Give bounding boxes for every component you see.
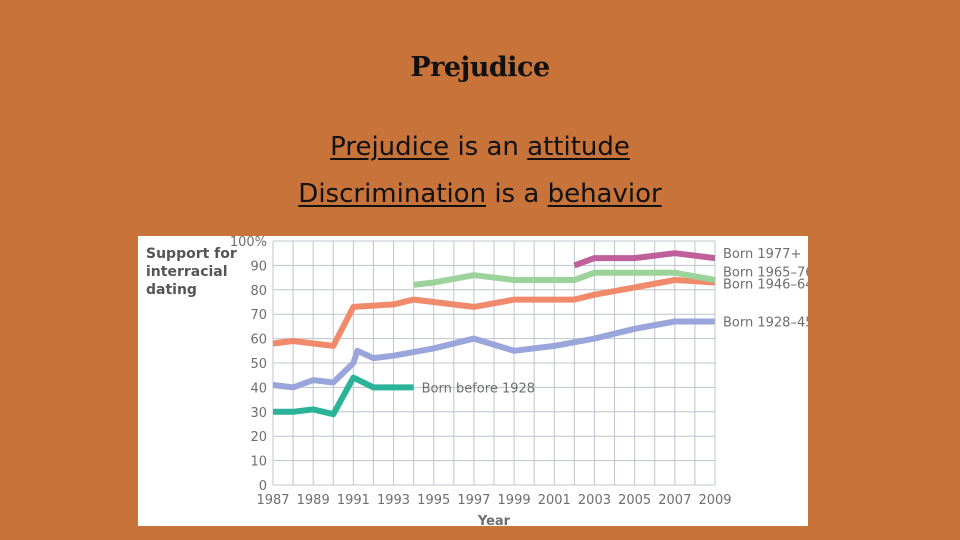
term-prejudice: Prejudice bbox=[330, 132, 450, 162]
legend-label: Born 1965–76 bbox=[723, 266, 808, 281]
y-tick-label: 60 bbox=[250, 333, 267, 348]
value-attitude: attitude bbox=[527, 132, 630, 162]
legend-label: Born 1977+ bbox=[723, 247, 801, 262]
y-tick-label: 10 bbox=[250, 455, 267, 470]
y-tick-label: 70 bbox=[250, 308, 267, 323]
x-tick-label: 2007 bbox=[658, 493, 691, 508]
x-tick-label: 1987 bbox=[256, 493, 289, 508]
chart-title-line: dating bbox=[146, 282, 197, 298]
y-tick-label: 90 bbox=[250, 259, 267, 274]
x-tick-label: 2009 bbox=[698, 493, 731, 508]
series-line-born-1946-64 bbox=[272, 277, 716, 349]
line1-middle: is an bbox=[457, 132, 519, 162]
y-tick-label: 30 bbox=[250, 406, 267, 421]
bullet-lines: Prejudice is an attitude Discrimination … bbox=[0, 124, 960, 218]
chart-grid bbox=[272, 240, 716, 486]
x-tick-label: 1997 bbox=[457, 493, 490, 508]
legend-label: Born 1928–45 bbox=[723, 316, 808, 331]
bullet-line-discrimination: Discrimination is a behavior bbox=[0, 171, 960, 218]
x-tick-label: 2005 bbox=[618, 493, 651, 508]
chart-title-line: interracial bbox=[146, 264, 228, 280]
x-axis-title: Year bbox=[477, 514, 511, 526]
line-chart: Support for interracial dating 0 10 20 30 40 50… bbox=[146, 236, 808, 526]
slide-title: Prejudice bbox=[410, 52, 550, 83]
series-line-born-before-1928 bbox=[273, 374, 414, 418]
term-discrimination: Discrimination bbox=[298, 179, 487, 209]
y-tick-label: 80 bbox=[250, 284, 267, 299]
y-tick-label: 40 bbox=[250, 381, 267, 396]
y-tick-label: 20 bbox=[250, 430, 267, 445]
x-tick-label: 1989 bbox=[297, 493, 330, 508]
x-axis-ticks: 1987 1989 1991 1993 1995 1997 1999 2001 2003 2005… bbox=[256, 493, 731, 526]
y-tick-label: 0 bbox=[259, 479, 267, 494]
x-tick-label: 1991 bbox=[337, 493, 370, 508]
bullet-line-prejudice: Prejudice is an attitude bbox=[0, 124, 960, 171]
y-tick-label: 50 bbox=[250, 357, 267, 372]
x-tick-label: 1995 bbox=[417, 493, 450, 508]
value-behavior: behavior bbox=[547, 179, 662, 209]
chart-series bbox=[272, 250, 716, 418]
y-axis-ticks: 0 10 20 30 40 50 60 70 80 90 100% bbox=[230, 236, 267, 494]
series-line-born-1965-76 bbox=[413, 269, 716, 288]
chart-panel: Support for interracial dating 0 10 20 30 40 50… bbox=[138, 236, 808, 526]
series-line-born-1977- bbox=[573, 250, 716, 269]
line2-middle: is a bbox=[494, 179, 540, 209]
chart-title-line: Support for bbox=[146, 246, 237, 262]
y-tick-label: 100% bbox=[230, 236, 267, 250]
annotation-born-before-1928: Born before 1928 bbox=[422, 381, 535, 396]
x-tick-label: 2003 bbox=[578, 493, 611, 508]
chart-title: Support for interracial dating bbox=[146, 246, 237, 298]
series-line-born-1928-45 bbox=[272, 318, 715, 391]
x-tick-label: 2001 bbox=[538, 493, 571, 508]
x-tick-label: 1999 bbox=[498, 493, 531, 508]
legend-label: Born 1946–64 bbox=[723, 278, 808, 293]
x-tick-label: 1993 bbox=[377, 493, 410, 508]
